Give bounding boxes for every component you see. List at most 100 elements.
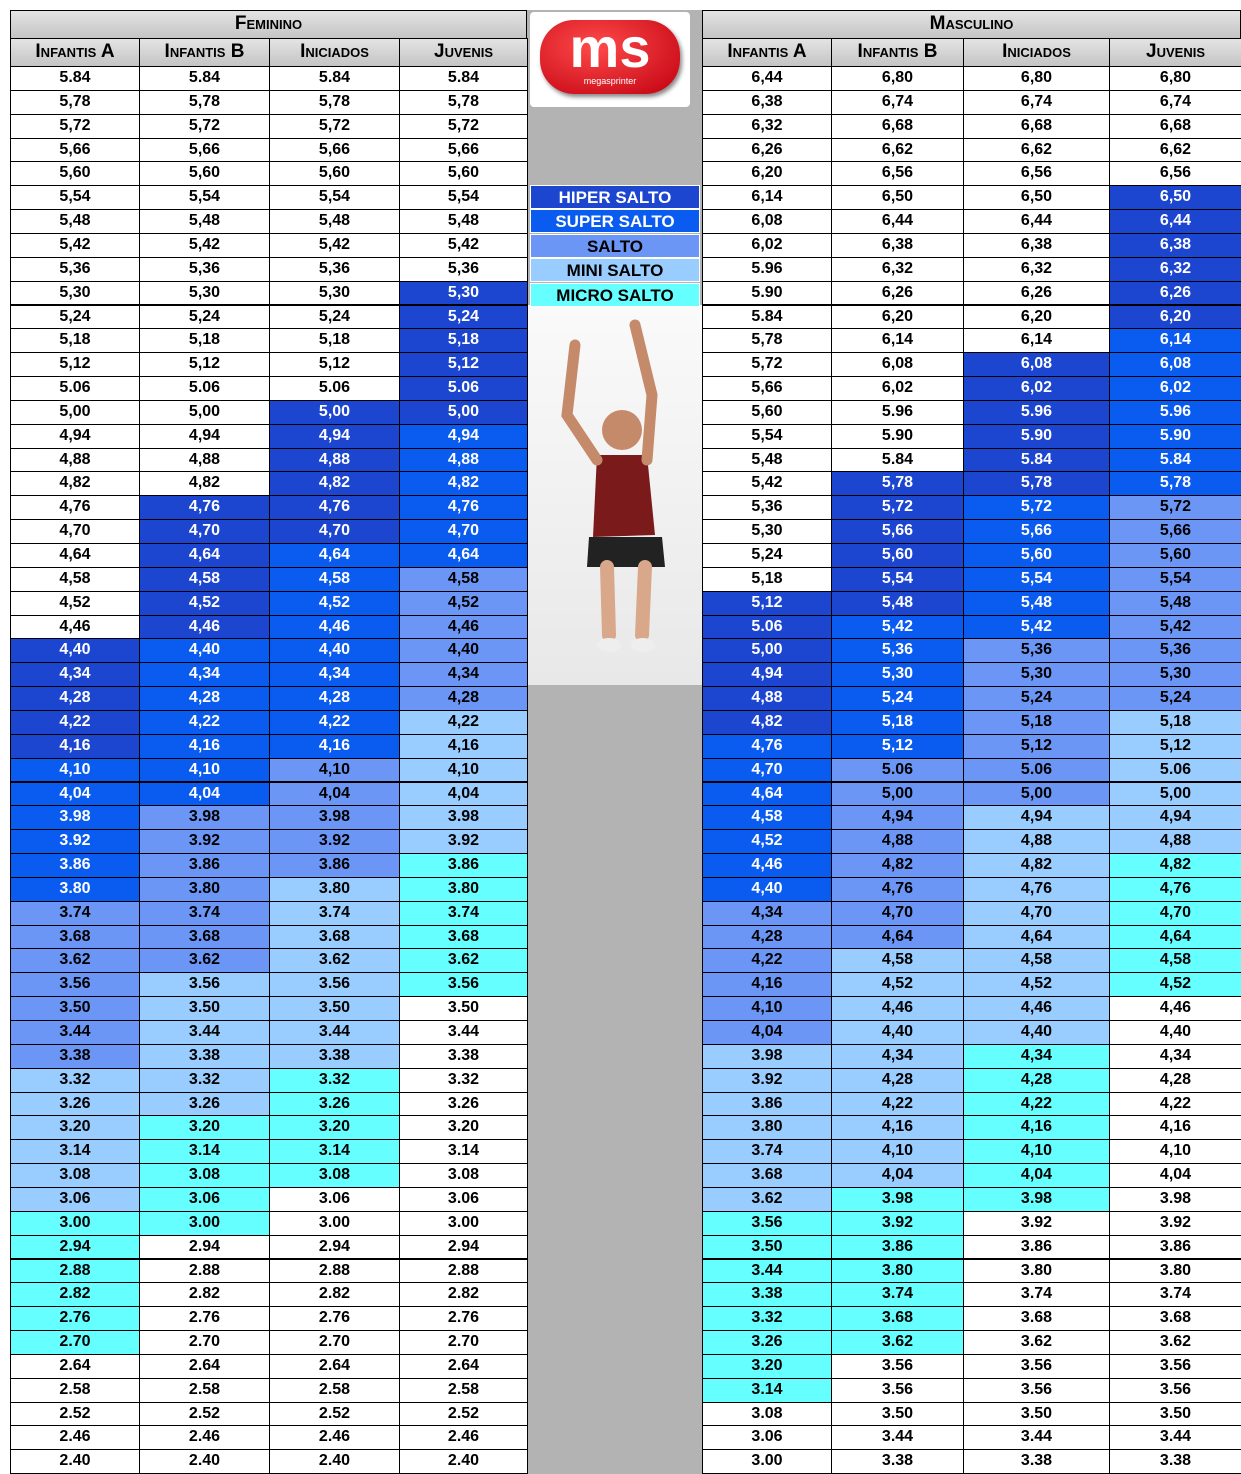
value-cell: 5.06 bbox=[399, 376, 528, 401]
value-cell: 5,60 bbox=[269, 161, 400, 187]
value-cell: 3.14 bbox=[702, 1377, 832, 1403]
column-header: Infantis A bbox=[10, 38, 140, 67]
value-cell: 5.90 bbox=[1109, 423, 1241, 449]
value-cell: 4,10 bbox=[702, 996, 832, 1021]
value-cell: 4,04 bbox=[139, 781, 270, 807]
value-cell: 4,82 bbox=[10, 471, 140, 497]
value-cell: 5,12 bbox=[10, 352, 140, 378]
value-cell: 5.96 bbox=[702, 256, 832, 282]
value-cell: 4,40 bbox=[831, 1020, 964, 1045]
value-cell: 3.56 bbox=[139, 972, 270, 998]
value-cell: 5,54 bbox=[963, 566, 1110, 592]
value-cell: 5,54 bbox=[702, 423, 832, 449]
value-cell: 5,18 bbox=[399, 328, 528, 354]
value-cell: 3.38 bbox=[831, 1449, 964, 1474]
value-cell: 3.74 bbox=[399, 900, 528, 926]
value-cell: 4,94 bbox=[399, 423, 528, 449]
value-cell: 6,80 bbox=[831, 66, 964, 91]
value-cell: 5,78 bbox=[139, 89, 270, 115]
value-cell: 6,44 bbox=[831, 209, 964, 234]
value-cell: 4,34 bbox=[10, 662, 140, 688]
value-cell: 3.98 bbox=[139, 805, 270, 831]
value-cell: 3.14 bbox=[269, 1139, 400, 1165]
value-cell: 5,72 bbox=[831, 495, 964, 521]
value-cell: 3.14 bbox=[399, 1139, 528, 1165]
value-cell: 4,52 bbox=[963, 972, 1110, 998]
value-cell: 3.62 bbox=[963, 1330, 1110, 1355]
value-cell: 5,30 bbox=[702, 519, 832, 544]
value-cell: 5,48 bbox=[399, 209, 528, 234]
value-cell: 2.52 bbox=[10, 1401, 140, 1427]
value-cell: 5,24 bbox=[831, 686, 964, 711]
value-cell: 4,58 bbox=[139, 566, 270, 592]
value-cell: 5,60 bbox=[963, 543, 1110, 568]
value-cell: 3.50 bbox=[399, 996, 528, 1021]
value-cell: 4,46 bbox=[702, 853, 832, 878]
value-cell: 4,34 bbox=[139, 662, 270, 688]
value-cell: 3.74 bbox=[139, 900, 270, 926]
value-cell: 3.92 bbox=[702, 1067, 832, 1093]
logo-badge bbox=[540, 20, 680, 94]
value-cell: 3.32 bbox=[10, 1067, 140, 1093]
value-cell: 5,00 bbox=[399, 399, 528, 425]
value-cell: 4,40 bbox=[1109, 1020, 1241, 1045]
value-cell: 6,68 bbox=[831, 113, 964, 139]
value-cell: 4,40 bbox=[399, 638, 528, 664]
value-cell: 5,36 bbox=[10, 256, 140, 282]
value-cell: 4,52 bbox=[1109, 972, 1241, 998]
value-cell: 6,32 bbox=[702, 113, 832, 139]
value-cell: 5.84 bbox=[139, 66, 270, 91]
value-cell: 4,58 bbox=[1109, 948, 1241, 974]
value-cell: 5,00 bbox=[1109, 781, 1241, 807]
value-cell: 6,44 bbox=[963, 209, 1110, 234]
value-cell: 4,34 bbox=[963, 1043, 1110, 1069]
value-cell: 6,32 bbox=[1109, 256, 1241, 282]
value-cell: 3.62 bbox=[1109, 1330, 1241, 1355]
value-cell: 3.50 bbox=[702, 1234, 832, 1260]
value-cell: 2.82 bbox=[139, 1282, 270, 1308]
value-cell: 6,62 bbox=[1109, 137, 1241, 163]
value-cell: 4,04 bbox=[963, 1163, 1110, 1188]
value-cell: 2.76 bbox=[399, 1306, 528, 1332]
value-cell: 4,10 bbox=[831, 1139, 964, 1165]
value-cell: 5,12 bbox=[139, 352, 270, 378]
value-cell: 2.58 bbox=[269, 1377, 400, 1403]
value-cell: 3.20 bbox=[139, 1115, 270, 1141]
value-cell: 5,12 bbox=[1109, 733, 1241, 759]
value-cell: 3.56 bbox=[10, 972, 140, 998]
value-cell: 4,46 bbox=[399, 614, 528, 640]
value-cell: 6,08 bbox=[831, 352, 964, 378]
value-cell: 2.64 bbox=[399, 1353, 528, 1379]
table-title: Masculino bbox=[702, 10, 1241, 39]
value-cell: 2.70 bbox=[269, 1330, 400, 1355]
value-cell: 5,24 bbox=[1109, 686, 1241, 711]
value-cell: 5,48 bbox=[10, 209, 140, 234]
value-cell: 5,18 bbox=[831, 709, 964, 735]
value-cell: 5,54 bbox=[10, 185, 140, 211]
value-cell: 2.46 bbox=[269, 1425, 400, 1451]
value-cell: 5,48 bbox=[269, 209, 400, 234]
value-cell: 3.50 bbox=[1109, 1401, 1241, 1427]
value-cell: 5,36 bbox=[831, 638, 964, 664]
value-cell: 5,36 bbox=[399, 256, 528, 282]
value-cell: 4,16 bbox=[1109, 1115, 1241, 1141]
value-cell: 2.40 bbox=[10, 1449, 140, 1474]
value-cell: 4,88 bbox=[831, 829, 964, 855]
value-cell: 5,30 bbox=[963, 662, 1110, 688]
logo-text: ms bbox=[569, 16, 651, 79]
value-cell: 5,72 bbox=[1109, 495, 1241, 521]
value-cell: 6,02 bbox=[1109, 376, 1241, 401]
value-cell: 6,50 bbox=[1109, 185, 1241, 211]
value-cell: 2.58 bbox=[139, 1377, 270, 1403]
value-cell: 4,40 bbox=[269, 638, 400, 664]
value-cell: 5,36 bbox=[963, 638, 1110, 664]
value-cell: 4,70 bbox=[399, 519, 528, 544]
value-cell: 2.46 bbox=[139, 1425, 270, 1451]
value-cell: 6,14 bbox=[963, 328, 1110, 354]
value-cell: 4,28 bbox=[831, 1067, 964, 1093]
value-cell: 3.74 bbox=[10, 900, 140, 926]
value-cell: 4,16 bbox=[269, 733, 400, 759]
value-cell: 3.44 bbox=[702, 1258, 832, 1284]
value-cell: 3.00 bbox=[269, 1210, 400, 1236]
legend-item: MICRO SALTO bbox=[530, 282, 700, 307]
